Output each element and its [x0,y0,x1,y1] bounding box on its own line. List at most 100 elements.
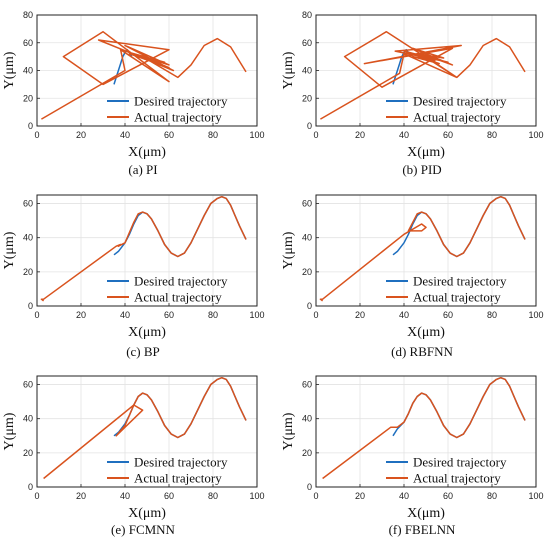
y-tick-label: 60 [302,199,312,209]
panel-3: 0 20 40 60 80 100 0 20 40 60 X(μm) Y(μm) Desired tra… [281,194,544,340]
y-tick-label: 0 [307,301,312,311]
x-tick-label: 100 [528,310,543,320]
x-axis-label: X(μm) [407,506,445,521]
x-tick-label: 60 [164,130,174,140]
x-tick-label: 100 [249,491,264,501]
y-axis-label: Y(μm) [281,412,296,450]
legend-desired-label: Desired trajectory [134,274,228,289]
y-tick-label: 60 [302,380,312,390]
x-axis-label: X(μm) [128,506,166,521]
y-tick-label: 40 [23,233,33,243]
y-tick-label: 60 [302,38,312,48]
x-tick-label: 60 [443,491,453,501]
x-tick-label: 80 [208,130,218,140]
panel-0: 0 20 40 60 80 100 0 20 40 60 80 X(μm) Y(μm) Desired t… [2,10,265,160]
caption-bp: (c) BP [126,344,160,359]
x-axis-label: X(μm) [407,325,445,340]
x-tick-label: 100 [528,491,543,501]
panel-4: 0 20 40 60 80 100 0 20 40 60 X(μm) Y(μm) Desired tra… [2,375,265,521]
y-tick-label: 0 [307,482,312,492]
actual-trajectory-line [41,30,247,120]
legend-actual-label: Actual trajectory [134,290,222,305]
x-tick-label: 0 [34,130,39,140]
y-tick-label: 0 [307,121,312,131]
y-tick-label: 60 [23,199,33,209]
x-tick-label: 100 [249,310,264,320]
legend-actual-label: Actual trajectory [134,110,222,125]
y-axis-label: Y(μm) [2,231,17,269]
desired-trajectory-line [113,195,247,258]
y-tick-label: 40 [302,414,312,424]
y-tick-label: 80 [23,10,33,20]
x-tick-label: 60 [164,491,174,501]
x-tick-label: 80 [208,491,218,501]
caption-pi: (a) PI [128,162,158,177]
axes-box [36,194,258,307]
panel-1: 0 20 40 60 80 100 0 20 40 60 80 X(μm) Y(μm) Desired t… [281,10,544,160]
x-tick-label: 100 [528,130,543,140]
x-tick-label: 0 [313,491,318,501]
y-tick-label: 20 [302,93,312,103]
legend-desired-label: Desired trajectory [413,274,507,289]
x-tick-label: 60 [443,130,453,140]
x-tick-label: 20 [76,130,86,140]
caption-pid: (b) PID [402,162,442,177]
y-axis-label: Y(μm) [281,231,296,269]
x-tick-label: 20 [355,130,365,140]
caption-rbfnn: (d) RBFNN [391,344,453,359]
y-tick-label: 20 [302,448,312,458]
y-axis-label: Y(μm) [2,51,17,89]
x-tick-label: 40 [120,130,130,140]
y-axis-label: Y(μm) [281,51,296,89]
y-tick-label: 0 [28,482,33,492]
axes-box [315,194,537,307]
y-tick-label: 20 [23,448,33,458]
legend-desired-label: Desired trajectory [134,455,228,470]
legend-actual-label: Actual trajectory [413,290,501,305]
axes-box [36,375,258,488]
y-tick-label: 40 [23,66,33,76]
y-tick-label: 20 [23,93,33,103]
x-tick-label: 20 [355,310,365,320]
x-tick-label: 80 [487,310,497,320]
y-tick-label: 0 [28,301,33,311]
actual-trajectory-line [43,376,247,480]
x-tick-label: 100 [249,130,264,140]
x-tick-label: 80 [208,310,218,320]
y-tick-label: 0 [28,121,33,131]
x-tick-label: 20 [76,491,86,501]
x-tick-label: 40 [399,130,409,140]
y-tick-label: 80 [302,10,312,20]
y-tick-label: 20 [302,267,312,277]
x-tick-label: 0 [313,310,318,320]
y-tick-label: 20 [23,267,33,277]
actual-trajectory-line [319,195,526,302]
desired-trajectory-line [392,195,526,258]
panel-2: 0 20 40 60 80 100 0 20 40 60 X(μm) Y(μm) Desired tra… [2,194,265,340]
y-tick-label: 40 [23,414,33,424]
desired-trajectory-line [392,376,526,439]
x-tick-label: 20 [355,491,365,501]
legend-actual-label: Actual trajectory [413,110,501,125]
x-tick-label: 20 [76,310,86,320]
x-axis-label: X(μm) [128,325,166,340]
actual-trajectory-line [322,376,526,480]
x-tick-label: 40 [399,491,409,501]
y-tick-label: 60 [23,38,33,48]
x-tick-label: 0 [34,491,39,501]
caption-fcmnn: (e) FCMNN [111,522,175,537]
caption-fbelnn: (f) FBELNN [388,522,456,537]
legend-desired-label: Desired trajectory [413,94,507,109]
x-axis-label: X(μm) [128,145,166,160]
x-tick-label: 0 [34,310,39,320]
x-tick-label: 60 [164,310,174,320]
actual-trajectory-line [40,195,247,302]
x-tick-label: 40 [399,310,409,320]
y-tick-label: 40 [302,233,312,243]
y-tick-label: 40 [302,66,312,76]
x-axis-label: X(μm) [407,145,445,160]
legend-actual-label: Actual trajectory [413,471,501,486]
x-tick-label: 40 [120,491,130,501]
axes-box [315,375,537,488]
